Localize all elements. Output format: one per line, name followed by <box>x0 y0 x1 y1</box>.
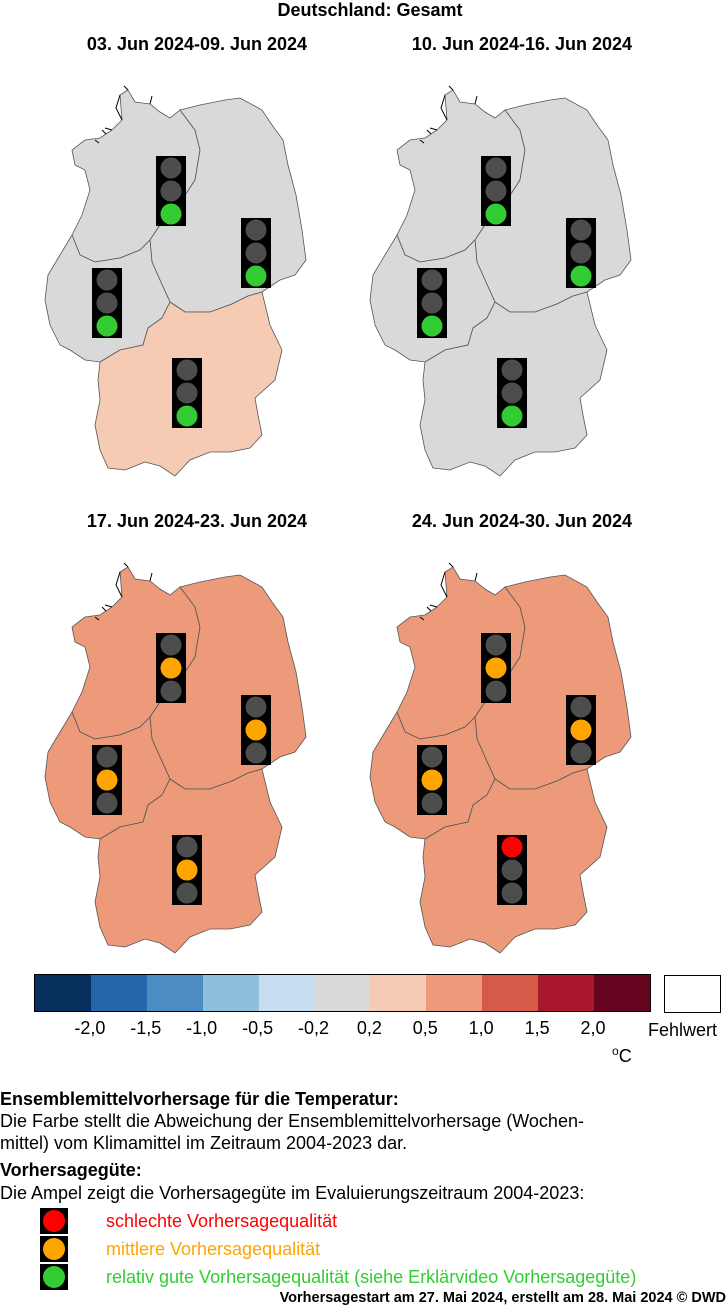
legend-tick-0: -2,0 <box>74 1018 106 1038</box>
legend-tick-6: 0,5 <box>412 1018 438 1038</box>
legend-swatch-10 <box>593 975 650 1011</box>
traffic-light-icon <box>92 745 122 815</box>
heading-quality: Vorhersagegüte: <box>0 1160 142 1180</box>
legend-swatch-7 <box>426 975 483 1011</box>
legend-tick-8: 1,5 <box>524 1018 550 1038</box>
coastline <box>429 85 478 131</box>
traffic-light-icon <box>481 156 511 226</box>
desc-line-1: Die Farbe stellt die Abweichung der Ense… <box>0 1111 584 1131</box>
panel-title-2: 10. Jun 2024-16. Jun 2024 <box>411 34 633 54</box>
traffic-light-icon <box>481 633 511 703</box>
coastline <box>104 562 153 608</box>
orange-light-icon <box>43 1238 65 1260</box>
page-title: Deutschland: Gesamt <box>277 0 463 20</box>
key-row-bad: schlechte Vorhersagequalität <box>40 1208 337 1234</box>
traffic-light-icon <box>417 268 447 338</box>
missing-value-swatch <box>664 975 721 1013</box>
legend-swatch-1 <box>90 975 147 1011</box>
legend-swatch-6 <box>370 975 427 1011</box>
coastline <box>104 85 153 131</box>
coastline <box>419 606 432 621</box>
coastline <box>419 129 432 144</box>
traffic-light-icon <box>566 218 596 288</box>
legend-tick-9: 2,0 <box>580 1018 606 1038</box>
coastline <box>94 606 107 621</box>
heading-ensemble: Ensemblemittelvorhersage für die Tempera… <box>0 1089 399 1109</box>
green-light-icon <box>43 1266 65 1288</box>
legend-tick-1: -1,5 <box>130 1018 162 1038</box>
legend-swatch-4 <box>258 975 315 1011</box>
traffic-light-icon <box>497 835 527 905</box>
legend-swatch-8 <box>482 975 539 1011</box>
color-legend <box>34 974 651 1012</box>
map-panel-2 <box>369 85 632 477</box>
legend-swatch-5 <box>314 975 371 1011</box>
traffic-light-icon <box>497 358 527 428</box>
traffic-light-icon <box>172 358 202 428</box>
legend-tick-2: -1,0 <box>186 1018 218 1038</box>
legend-swatch-0 <box>35 975 91 1011</box>
key-row-medium: mittlere Vorhersagequalität <box>40 1236 320 1262</box>
legend-swatch-3 <box>202 975 259 1011</box>
desc-line-3: Die Ampel zeigt die Vorhersagegüte im Ev… <box>0 1183 585 1203</box>
unit-label: oC <box>612 1044 632 1066</box>
traffic-light-icon <box>92 268 122 338</box>
maps-canvas <box>44 85 632 954</box>
legend-tick-5: 0,2 <box>356 1018 382 1038</box>
key-label-good: relativ gute Vorhersagequalität (siehe E… <box>106 1266 637 1287</box>
traffic-light-icon <box>417 745 447 815</box>
key-label-medium: mittlere Vorhersagequalität <box>106 1238 321 1259</box>
footer-note: Vorhersagestart am 27. Mai 2024, erstell… <box>279 1290 726 1306</box>
traffic-light-icon <box>241 218 271 288</box>
traffic-light-icon <box>566 695 596 765</box>
missing-value-label: Fehlwert <box>648 1020 718 1040</box>
key-row-good: relativ gute Vorhersagequalität (siehe E… <box>40 1264 636 1290</box>
red-light-icon <box>43 1210 65 1232</box>
coastline <box>429 562 478 608</box>
map-panel-3 <box>44 562 307 954</box>
map-panel-1 <box>44 85 307 477</box>
panel-title-1: 03. Jun 2024-09. Jun 2024 <box>86 34 308 54</box>
traffic-light-icon <box>241 695 271 765</box>
map-panel-4 <box>369 562 632 954</box>
desc-line-2: mittel) vom Klimamittel im Zeitraum 2004… <box>0 1133 408 1153</box>
legend-swatch-2 <box>146 975 203 1011</box>
traffic-light-icon <box>172 835 202 905</box>
panel-title-4: 24. Jun 2024-30. Jun 2024 <box>411 511 633 531</box>
traffic-light-icon <box>156 633 186 703</box>
coastline <box>94 129 107 144</box>
legend-tick-3: -0,5 <box>242 1018 274 1038</box>
key-label-bad: schlechte Vorhersagequalität <box>106 1210 338 1231</box>
legend-swatch-9 <box>538 975 594 1011</box>
panel-title-3: 17. Jun 2024-23. Jun 2024 <box>86 511 308 531</box>
legend-tick-4: -0,2 <box>297 1018 330 1038</box>
legend-tick-7: 1,0 <box>468 1018 494 1038</box>
traffic-light-icon <box>156 156 186 226</box>
